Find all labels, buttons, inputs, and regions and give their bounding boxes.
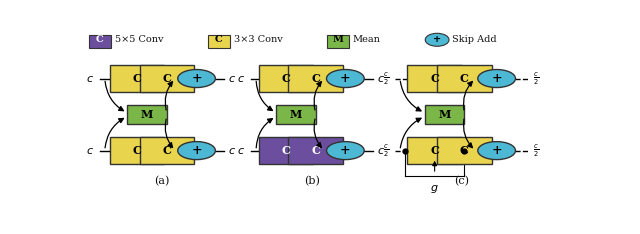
Text: +: + [492,144,502,157]
FancyBboxPatch shape [140,137,194,164]
Text: C: C [215,35,223,44]
Text: C: C [282,73,291,84]
Text: $c$: $c$ [86,146,94,156]
Text: C: C [460,145,469,156]
Text: M: M [289,109,302,120]
Text: +: + [340,144,351,157]
Text: C: C [96,35,104,44]
Text: (c): (c) [454,176,469,186]
Text: C: C [460,73,469,84]
Text: C: C [163,145,172,156]
FancyBboxPatch shape [288,137,343,164]
FancyBboxPatch shape [140,65,194,92]
Ellipse shape [478,142,515,160]
Ellipse shape [178,142,216,160]
Text: C: C [132,73,141,84]
Ellipse shape [326,69,364,88]
Text: C: C [311,73,320,84]
Ellipse shape [425,33,449,46]
Text: M: M [438,109,451,120]
FancyBboxPatch shape [259,137,313,164]
Text: $c$: $c$ [86,73,94,84]
Text: Mean: Mean [353,35,381,44]
Text: $\frac{c}{2}$: $\frac{c}{2}$ [533,142,539,159]
Text: $c$: $c$ [376,146,385,156]
Text: Skip Add: Skip Add [452,35,497,44]
Text: $\frac{c}{2}$: $\frac{c}{2}$ [533,70,539,87]
Text: $\frac{c}{2}$: $\frac{c}{2}$ [383,70,389,87]
FancyBboxPatch shape [276,105,316,124]
FancyBboxPatch shape [437,65,492,92]
Text: 3×3 Conv: 3×3 Conv [234,35,282,44]
Ellipse shape [178,69,216,88]
Text: $\frac{c}{2}$: $\frac{c}{2}$ [383,142,389,159]
Text: +: + [191,144,202,157]
Text: $c$: $c$ [237,73,245,84]
FancyBboxPatch shape [407,137,462,164]
Text: $c$: $c$ [376,73,385,84]
Text: $c$: $c$ [228,146,236,156]
Text: M: M [333,35,343,44]
FancyBboxPatch shape [425,105,465,124]
FancyBboxPatch shape [437,137,492,164]
Text: (a): (a) [154,176,170,186]
FancyBboxPatch shape [110,65,164,92]
FancyBboxPatch shape [259,65,313,92]
Text: $g$: $g$ [430,183,439,195]
Text: +: + [191,72,202,85]
Text: +: + [433,35,441,44]
FancyBboxPatch shape [327,36,349,48]
Ellipse shape [478,69,515,88]
Text: +: + [492,72,502,85]
Text: +: + [340,72,351,85]
FancyBboxPatch shape [110,137,164,164]
FancyBboxPatch shape [208,36,230,48]
Text: C: C [282,145,291,156]
Text: 5×5 Conv: 5×5 Conv [115,35,163,44]
Ellipse shape [326,142,364,160]
FancyBboxPatch shape [89,36,111,48]
Text: C: C [163,73,172,84]
FancyBboxPatch shape [127,105,167,124]
Text: $c$: $c$ [228,73,236,84]
FancyBboxPatch shape [407,65,462,92]
Text: C: C [132,145,141,156]
Text: C: C [430,73,439,84]
Text: C: C [430,145,439,156]
Text: (b): (b) [304,176,320,186]
Text: M: M [141,109,153,120]
Text: C: C [311,145,320,156]
Text: $c$: $c$ [237,146,245,156]
FancyBboxPatch shape [288,65,343,92]
